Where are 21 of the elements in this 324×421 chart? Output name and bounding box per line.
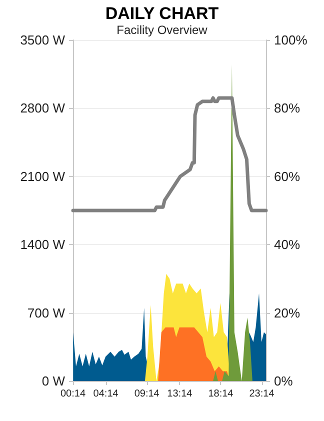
y2-tick-label: 60%: [274, 168, 300, 184]
x-tick-label: 13:14: [167, 388, 193, 400]
x-tick-label: 18:14: [208, 388, 234, 400]
y2-tick-label: 0%: [274, 374, 294, 388]
y-tick-label: 2800 W: [20, 100, 66, 116]
y2-tick-label: 100%: [274, 32, 308, 48]
chart-title: DAILY CHART: [105, 4, 220, 23]
y-tick-label: 0 W: [42, 374, 66, 388]
y-tick-label: 2100 W: [20, 168, 66, 184]
chart-subtitle: Facility Overview: [116, 23, 208, 37]
x-tick-label: 23:14: [249, 388, 275, 400]
y2-tick-label: 40%: [274, 237, 300, 252]
y2-tick-label: 80%: [274, 100, 300, 116]
y-tick-label: 700 W: [27, 305, 66, 320]
line-series: [71, 96, 268, 212]
x-tick-label: 09:14: [134, 388, 160, 400]
x-tick-label: 04:14: [93, 388, 119, 400]
x-tick-label: 00:14: [60, 388, 86, 400]
y-tick-label: 1400 W: [20, 237, 66, 252]
y-tick-label: 3500 W: [20, 32, 66, 48]
y2-tick-label: 20%: [274, 305, 300, 320]
